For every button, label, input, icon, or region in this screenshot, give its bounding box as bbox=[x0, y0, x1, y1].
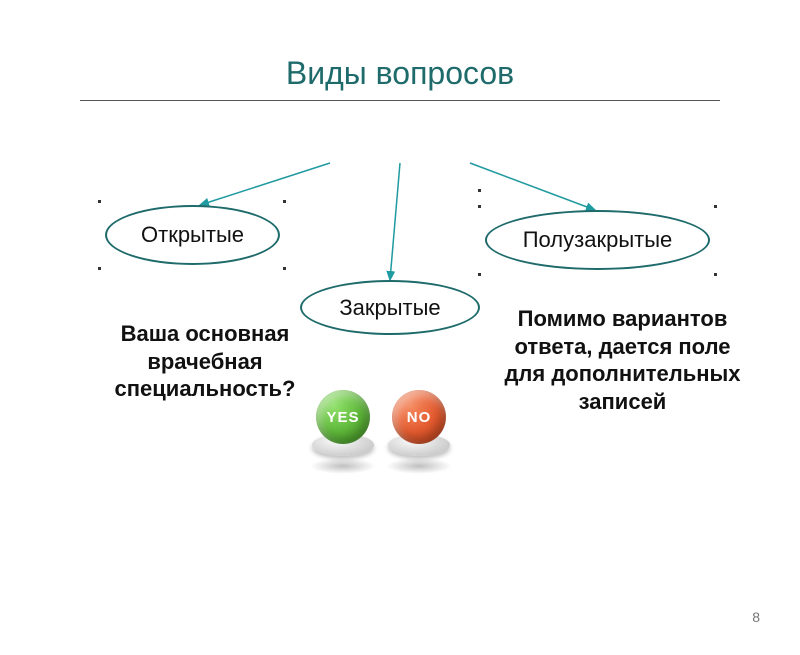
title-divider bbox=[80, 100, 720, 101]
yes-button-cap: YES bbox=[316, 390, 370, 444]
yes-button-shadow bbox=[310, 458, 376, 474]
bubble-closed-label: Закрытые bbox=[339, 295, 440, 321]
dot-decor bbox=[478, 273, 481, 276]
no-button-cap: NO bbox=[392, 390, 446, 444]
dot-decor bbox=[98, 200, 101, 203]
no-button-label: NO bbox=[407, 409, 432, 426]
dot-decor bbox=[283, 200, 286, 203]
dot-decor bbox=[714, 205, 717, 208]
dot-decor bbox=[478, 189, 481, 192]
no-button: NO bbox=[386, 390, 452, 474]
no-button-shadow bbox=[386, 458, 452, 474]
dot-decor bbox=[478, 205, 481, 208]
bubble-closed: Закрытые bbox=[300, 280, 480, 335]
description-open: Ваша основная врачебная специальность? bbox=[85, 320, 325, 403]
yes-button: YES bbox=[310, 390, 376, 474]
dot-decor bbox=[283, 267, 286, 270]
yes-no-buttons: YES NO bbox=[310, 390, 452, 474]
yes-button-label: YES bbox=[326, 409, 359, 426]
dot-decor bbox=[714, 273, 717, 276]
dot-decor bbox=[98, 267, 101, 270]
page-number: 8 bbox=[752, 609, 760, 625]
bubble-open-label: Открытые bbox=[141, 222, 244, 248]
page-title: Виды вопросов bbox=[0, 55, 800, 92]
bubble-semi: Полузакрытые bbox=[485, 210, 710, 270]
bubble-semi-label: Полузакрытые bbox=[523, 227, 673, 253]
bubble-open: Открытые bbox=[105, 205, 280, 265]
description-semi: Помимо вариантов ответа, дается поле для… bbox=[500, 305, 745, 415]
